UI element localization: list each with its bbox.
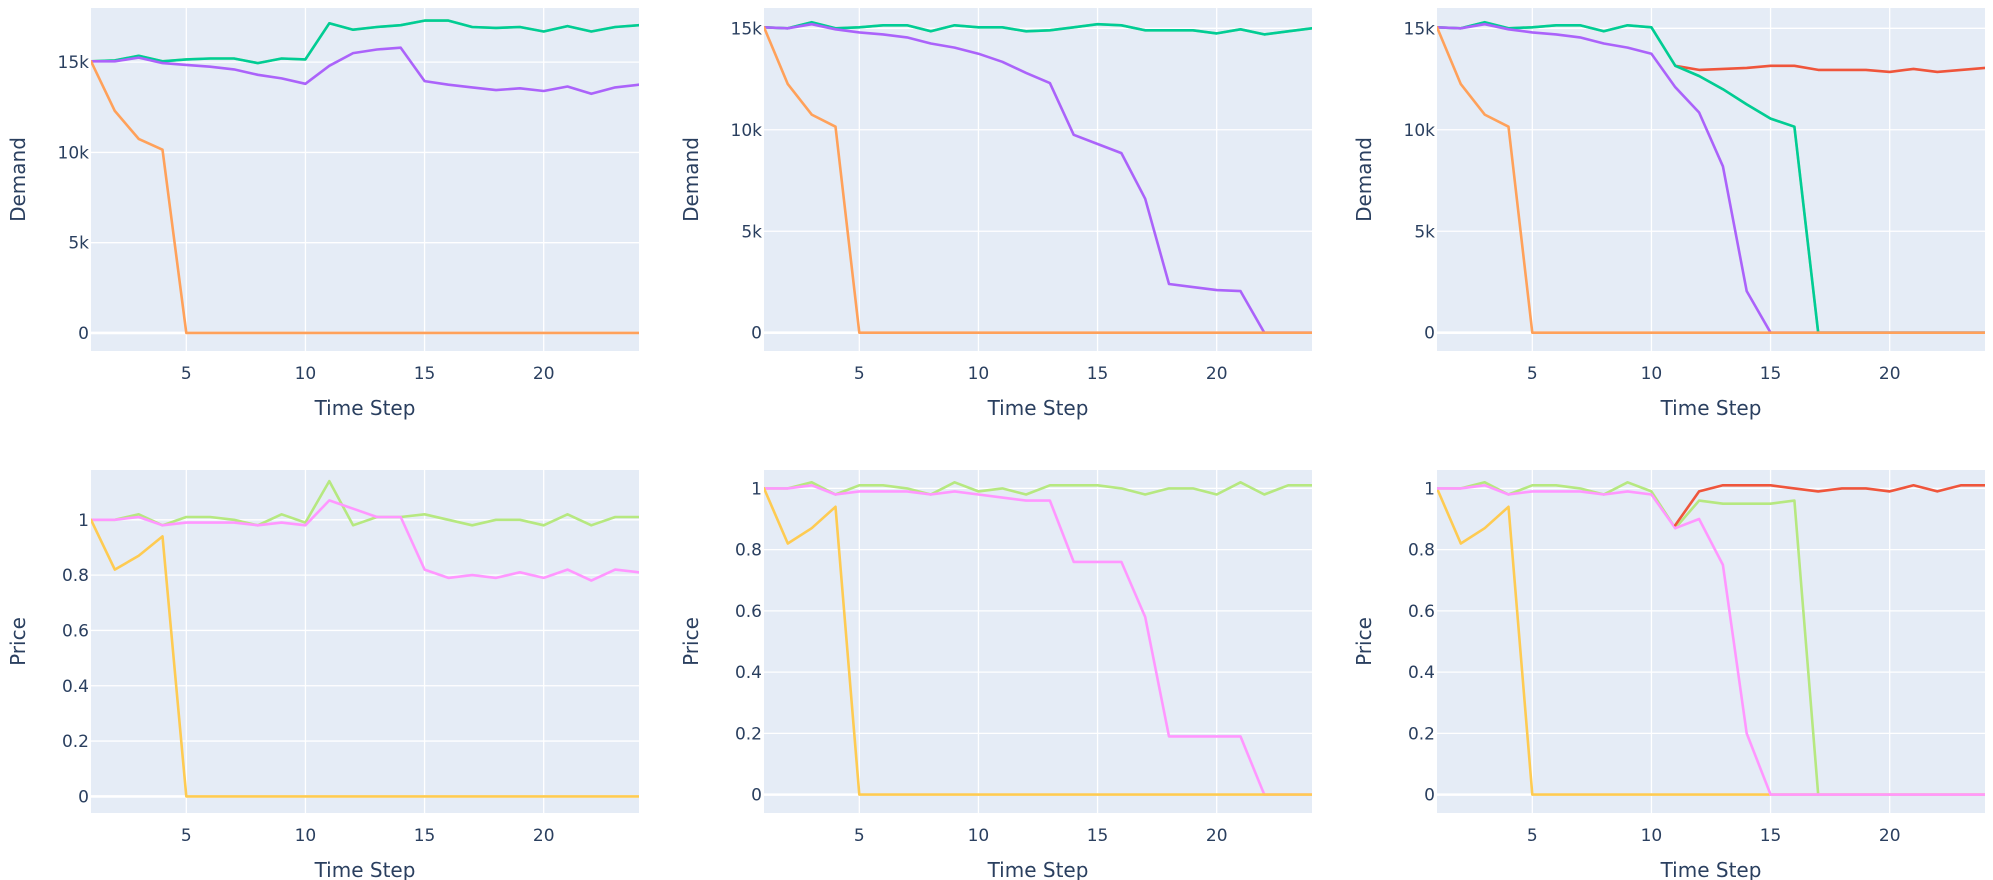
subplot-6: 5 10 15 20 0 0.2 0.4 0.6 0.8 1 Time Step Price	[1352, 470, 1985, 880]
x-axis-title: Time Step	[987, 858, 1089, 880]
series-line-1	[1674, 64, 1985, 74]
x-tick-label: 20	[1879, 826, 1901, 846]
x-tick-label: 20	[1206, 826, 1228, 846]
y-tick-label: 0.4	[735, 663, 762, 683]
x-tick-label: 20	[533, 826, 555, 846]
series-group	[91, 479, 639, 798]
y-tick-label: 1	[751, 479, 762, 499]
y-tick-label: 15k	[731, 19, 763, 39]
y-tick-label: 10k	[58, 143, 90, 163]
y-tick-label: 0.8	[62, 566, 89, 586]
series-line-3	[764, 22, 1312, 335]
x-axis-title: Time Step	[987, 396, 1089, 420]
series-line-4	[764, 25, 1312, 335]
y-tick-label: 5k	[741, 222, 762, 242]
x-tick-label: 10	[295, 826, 317, 846]
x-tick-label: 15	[414, 364, 436, 384]
y-tick-label: 15k	[1404, 19, 1436, 39]
x-tick-label: 5	[181, 364, 192, 384]
y-tick-label: 0	[78, 324, 89, 344]
y-tick-label: 0.6	[62, 621, 89, 641]
y-tick-label: 0	[78, 787, 89, 807]
y-tick-label: 0	[751, 324, 762, 344]
y-axis-title: Price	[6, 617, 30, 666]
x-tick-label: 15	[414, 826, 436, 846]
y-tick-label: 0.6	[735, 602, 762, 622]
series-line-2	[91, 499, 639, 582]
y-tick-label: 0.2	[735, 724, 762, 744]
x-axis-title: Time Step	[314, 858, 416, 880]
x-tick-label: 10	[295, 364, 317, 384]
subplot-2: 5 10 15 20 0 5k 10k 15k Time Step Demand	[679, 8, 1312, 420]
x-tick-label: 5	[854, 364, 865, 384]
x-tick-label: 15	[1087, 826, 1109, 846]
x-tick-label: 15	[1760, 826, 1782, 846]
y-tick-label: 1	[78, 511, 89, 531]
series-line-2	[764, 20, 1312, 36]
series-line-2	[764, 483, 1312, 796]
x-tick-label: 10	[1641, 826, 1663, 846]
x-tick-label: 5	[181, 826, 192, 846]
subplot-1: 5 10 15 20 0 5k 10k 15k Time Step Demand	[6, 8, 639, 420]
y-tick-label: 0	[1424, 324, 1435, 344]
plot-background	[764, 8, 1312, 351]
series-group	[1437, 20, 1985, 335]
x-tick-label: 5	[854, 826, 865, 846]
x-tick-label: 5	[1527, 364, 1538, 384]
y-tick-label: 10k	[731, 121, 763, 141]
y-tick-label: 0.2	[62, 732, 89, 752]
y-tick-label: 0.6	[1408, 602, 1435, 622]
y-tick-label: 0.8	[1408, 541, 1435, 561]
y-axis-title: Price	[679, 617, 703, 666]
x-tick-label: 20	[1206, 364, 1228, 384]
x-tick-label: 20	[1879, 364, 1901, 384]
x-tick-label: 10	[968, 364, 990, 384]
y-axis-title: Demand	[1352, 137, 1376, 222]
series-group	[91, 19, 639, 335]
series-line-5	[1437, 25, 1985, 335]
series-line-1	[91, 479, 639, 527]
x-tick-label: 10	[968, 826, 990, 846]
series-line-3	[91, 46, 639, 96]
y-tick-label: 5k	[68, 234, 89, 254]
x-tick-label: 5	[1527, 826, 1538, 846]
subplot-3: 5 10 15 20 0 5k 10k 15k Time Step Demand	[1352, 8, 1985, 420]
y-tick-label: 0.8	[735, 541, 762, 561]
y-tick-label: 0	[1424, 786, 1435, 806]
y-tick-label: 10k	[1404, 121, 1436, 141]
y-axis-title: Demand	[6, 137, 30, 222]
series-line-3	[1437, 483, 1985, 796]
x-axis-title: Time Step	[1660, 396, 1762, 420]
series-line-3	[764, 487, 1312, 796]
series-group	[764, 480, 1312, 796]
y-tick-label: 0.4	[1408, 663, 1435, 683]
series-line-3	[91, 518, 639, 798]
series-line-4	[91, 59, 639, 335]
series-line-4	[1674, 483, 1985, 527]
x-axis-title: Time Step	[1660, 858, 1762, 880]
series-line-2	[91, 19, 639, 65]
x-axis-title: Time Step	[314, 396, 416, 420]
x-tick-label: 10	[1641, 364, 1663, 384]
plot-background	[1437, 8, 1985, 351]
series-group	[1437, 480, 1985, 796]
y-tick-label: 15k	[58, 53, 90, 73]
series-line-1	[764, 480, 1312, 496]
y-tick-label: 0	[751, 786, 762, 806]
x-tick-label: 15	[1087, 364, 1109, 384]
series-group	[764, 20, 1312, 335]
y-axis-title: Price	[1352, 617, 1376, 666]
y-tick-label: 0.4	[62, 677, 89, 697]
subplot-4: 5 10 15 20 0 0.2 0.4 0.6 0.8 1 Time Step Price	[6, 470, 639, 880]
y-tick-label: 1	[1424, 479, 1435, 499]
x-tick-label: 15	[1760, 364, 1782, 384]
x-tick-label: 20	[533, 364, 555, 384]
y-axis-title: Demand	[679, 137, 703, 222]
subplot-5: 5 10 15 20 0 0.2 0.4 0.6 0.8 1 Time Step Price	[679, 470, 1312, 880]
y-tick-label: 5k	[1414, 222, 1435, 242]
y-tick-label: 0.2	[1408, 724, 1435, 744]
